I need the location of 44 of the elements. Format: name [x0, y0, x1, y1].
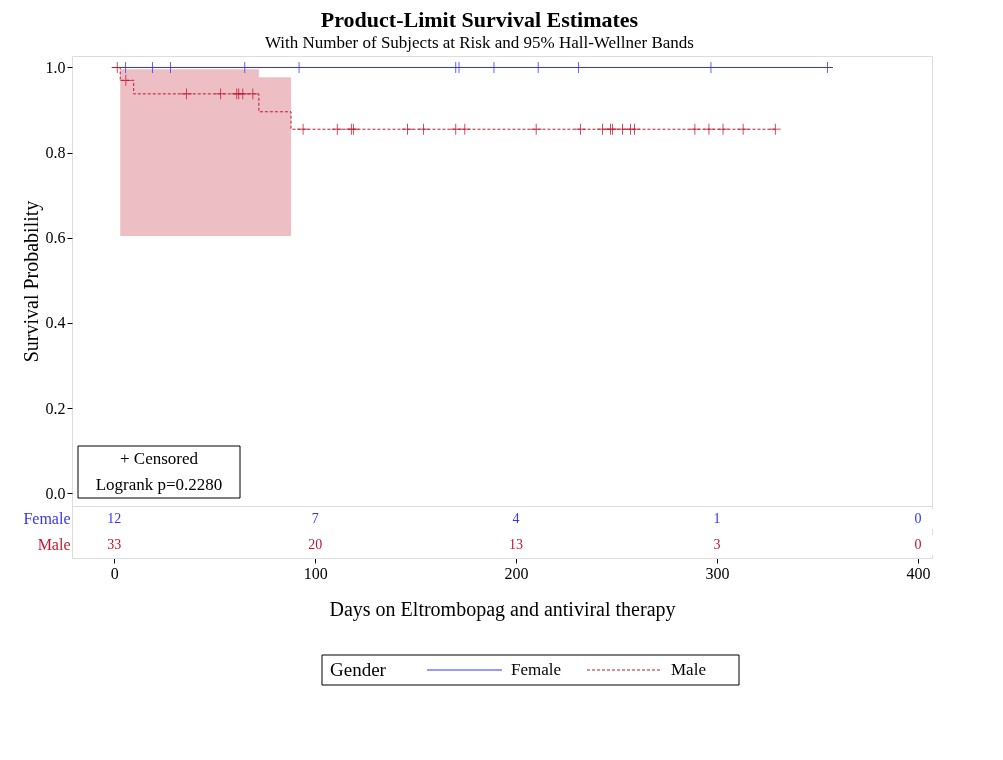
data-label: 0 — [914, 537, 922, 552]
y-axis-title: Survival Probability — [19, 200, 43, 363]
point — [402, 123, 414, 135]
y-tick-label: 0.6 — [45, 229, 66, 247]
data-label: 3 — [713, 537, 721, 552]
y-tick-label: 0.0 — [45, 484, 66, 502]
data-label: 13 — [509, 537, 524, 552]
point — [459, 123, 471, 135]
x-tick-label: 0 — [110, 564, 119, 582]
x-tick-label: 300 — [705, 564, 730, 582]
y-tick-label: Male — [37, 536, 71, 553]
point — [737, 123, 749, 135]
y-tick-label: 0.2 — [45, 399, 66, 417]
point — [530, 123, 542, 135]
annotation: + Censored — [119, 449, 199, 468]
point — [111, 62, 123, 73]
data-label: 0 — [914, 511, 922, 526]
point — [629, 123, 641, 135]
chart-subtitle: With Number of Subjects at Risk and 95% Hall-Wellner Bands — [264, 32, 694, 52]
chart-title: Product-Limit Survival Estimates — [320, 6, 639, 32]
point — [769, 123, 781, 135]
point — [574, 123, 586, 135]
point — [418, 123, 430, 135]
data-label: 4 — [512, 511, 520, 526]
point — [120, 74, 132, 86]
x-tick-label: 200 — [504, 564, 529, 582]
y-tick-label: Female — [23, 510, 71, 527]
legend-title: Gender — [330, 659, 387, 680]
y-tick-label: 1.0 — [45, 58, 66, 76]
point — [450, 123, 462, 135]
x-tick-label: 100 — [303, 564, 328, 582]
data-label: 12 — [107, 511, 122, 526]
data-label: 1 — [713, 511, 721, 526]
data-label: 7 — [311, 511, 319, 526]
x-tick-label: 400 — [906, 564, 931, 582]
legend-label: Female — [511, 660, 562, 679]
x-axis-title: Days on Eltrombopag and antiviral therapy — [329, 597, 676, 621]
data-label: 20 — [308, 537, 323, 552]
legend-label: Male — [671, 660, 706, 679]
y-tick-label: 0.4 — [45, 314, 66, 332]
point — [331, 123, 343, 135]
data-label: 33 — [107, 537, 122, 552]
annotation: Logrank p=0.2280 — [95, 475, 223, 494]
y-tick-label: 0.8 — [45, 144, 66, 162]
